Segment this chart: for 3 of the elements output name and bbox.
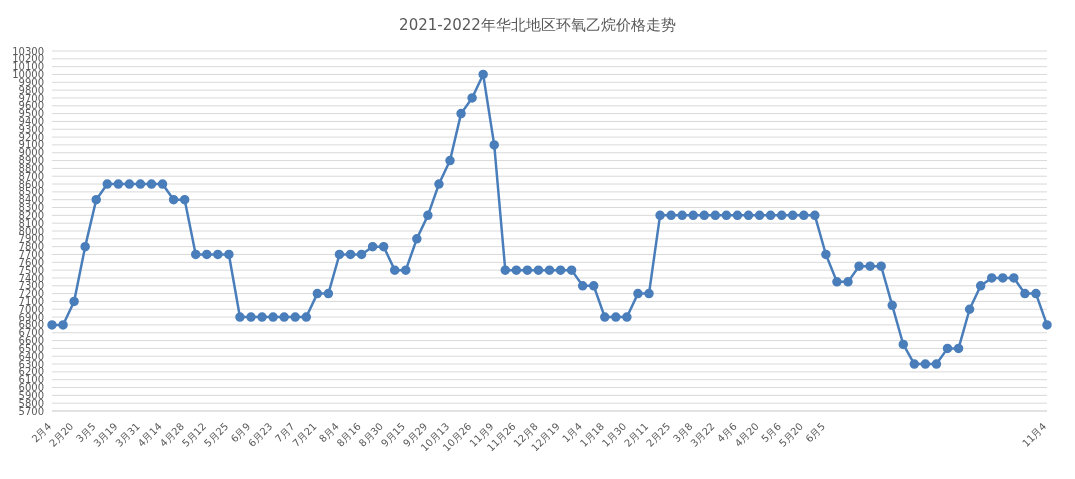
x-tick-label: 6月5 xyxy=(803,420,828,445)
x-tick-label: 11月4 xyxy=(1020,420,1049,449)
chart-title: 2021-2022年华北地区环氧乙烷价格走势 xyxy=(398,15,677,36)
